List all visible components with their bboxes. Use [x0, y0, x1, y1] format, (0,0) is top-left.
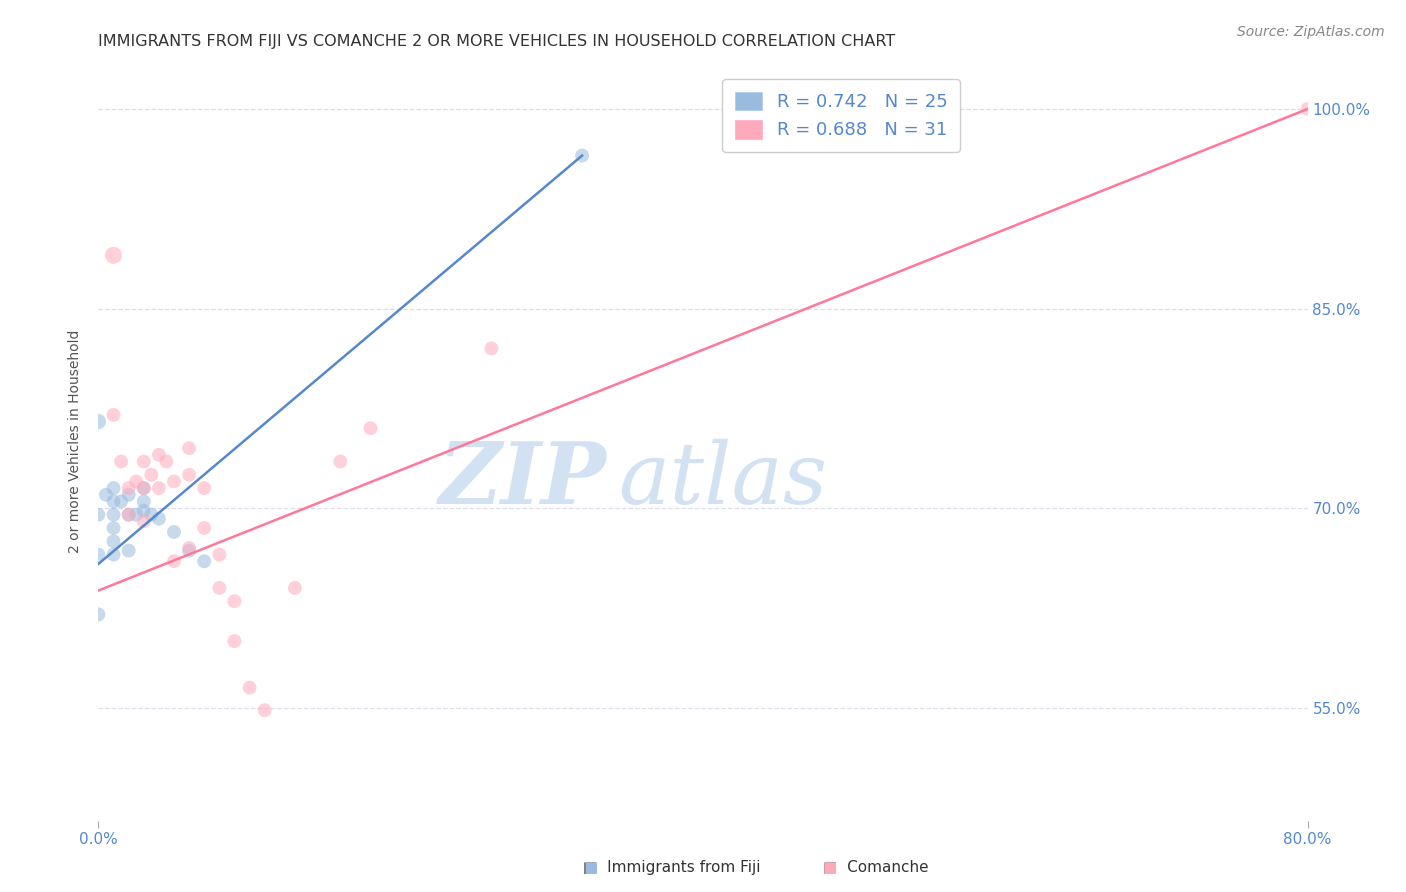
Text: ■  Comanche: ■ Comanche [823, 861, 928, 875]
Point [141, 467, 163, 482]
Point [148, 448, 170, 462]
Point [179, 543, 201, 558]
Point [141, 508, 163, 522]
Y-axis label: 2 or more Vehicles in Household: 2 or more Vehicles in Household [69, 330, 83, 553]
Text: ■: ■ [583, 861, 598, 875]
Text: ■: ■ [823, 861, 837, 875]
Point [110, 494, 132, 508]
Point [148, 511, 170, 525]
Point [118, 508, 141, 522]
Point [193, 521, 215, 535]
Point [163, 554, 186, 568]
Point [125, 475, 148, 489]
Point [193, 554, 215, 568]
Point [239, 681, 262, 695]
Point [103, 494, 125, 508]
Text: atlas: atlas [619, 439, 828, 522]
Text: ZIP: ZIP [439, 438, 606, 521]
Point [103, 248, 125, 262]
Legend: R = 0.742   N = 25, R = 0.688   N = 31: R = 0.742 N = 25, R = 0.688 N = 31 [723, 79, 960, 152]
Point [193, 481, 215, 495]
Text: IMMIGRANTS FROM FIJI VS COMANCHE 2 OR MORE VEHICLES IN HOUSEHOLD CORRELATION CHA: IMMIGRANTS FROM FIJI VS COMANCHE 2 OR MO… [98, 34, 896, 49]
Point [103, 481, 125, 495]
Point [103, 508, 125, 522]
Point [132, 514, 155, 528]
Point [103, 548, 125, 562]
Point [118, 543, 141, 558]
Point [148, 481, 170, 495]
Point [163, 475, 186, 489]
Point [179, 541, 201, 555]
Point [87, 548, 110, 562]
Point [329, 454, 352, 468]
Point [103, 408, 125, 422]
Point [284, 581, 307, 595]
Point [103, 534, 125, 549]
Point [118, 488, 141, 502]
Point [155, 454, 177, 468]
Point [1296, 102, 1319, 116]
Point [103, 521, 125, 535]
Point [208, 581, 231, 595]
Point [163, 524, 186, 539]
Point [87, 415, 110, 429]
Point [132, 504, 155, 518]
Point [132, 494, 155, 508]
Point [571, 148, 593, 162]
Point [224, 594, 246, 608]
Point [132, 454, 155, 468]
Point [87, 508, 110, 522]
Point [132, 481, 155, 495]
Text: ■  Immigrants from Fiji: ■ Immigrants from Fiji [583, 861, 761, 875]
Point [118, 481, 141, 495]
Point [179, 441, 201, 455]
Point [481, 342, 503, 356]
Point [179, 467, 201, 482]
Text: Source: ZipAtlas.com: Source: ZipAtlas.com [1237, 25, 1385, 39]
Point [132, 481, 155, 495]
Point [110, 454, 132, 468]
Point [118, 508, 141, 522]
Point [224, 634, 246, 648]
Point [94, 488, 117, 502]
Point [253, 703, 276, 717]
Point [87, 607, 110, 622]
Point [208, 548, 231, 562]
Point [125, 508, 148, 522]
Point [360, 421, 382, 435]
